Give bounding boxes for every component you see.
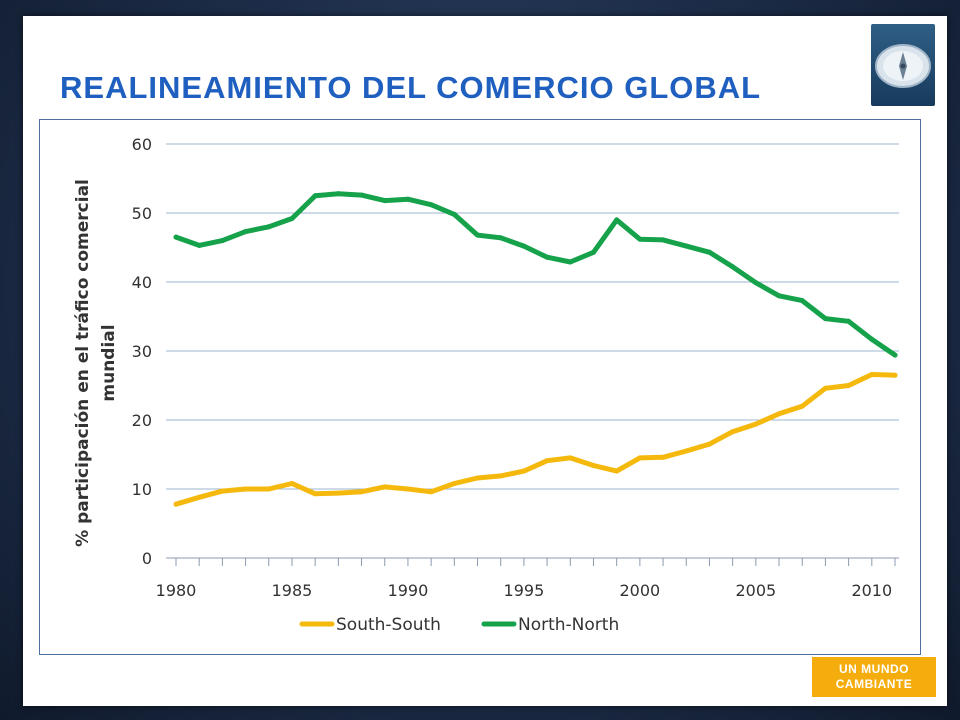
y-axis-title-line-1: % participación en el tráfico comercial bbox=[73, 179, 93, 547]
data-point-south-south-2001 bbox=[660, 454, 666, 460]
data-point-south-south-1980 bbox=[173, 501, 179, 507]
data-point-north-north-2003 bbox=[707, 249, 712, 255]
slide-title: REALINEAMIENTO DEL COMERCIO GLOBAL bbox=[60, 70, 762, 105]
data-point-north-north-2002 bbox=[683, 243, 689, 249]
data-point-north-north-1982 bbox=[219, 238, 225, 244]
data-point-south-south-2010 bbox=[869, 372, 875, 377]
data-point-south-south-1981 bbox=[196, 494, 202, 500]
data-point-south-south-2003 bbox=[707, 441, 712, 447]
compass-logo bbox=[871, 24, 935, 106]
data-point-north-north-2011 bbox=[892, 352, 898, 358]
y-tick-label-30: 30 bbox=[132, 342, 152, 361]
data-point-north-north-1981 bbox=[196, 242, 202, 248]
data-point-south-south-1992 bbox=[451, 481, 457, 486]
data-point-north-north-2008 bbox=[822, 316, 828, 322]
gridlines bbox=[166, 143, 899, 559]
data-point-north-north-1995 bbox=[521, 243, 527, 249]
data-point-north-north-2004 bbox=[730, 264, 736, 270]
data-point-south-south-2000 bbox=[637, 455, 643, 461]
data-point-south-south-1999 bbox=[614, 468, 620, 474]
y-tick-label-0: 0 bbox=[142, 549, 152, 568]
data-point-north-north-1987 bbox=[335, 191, 341, 197]
series-line-south-south bbox=[173, 372, 898, 507]
compass-icon bbox=[875, 44, 931, 88]
data-point-north-north-1988 bbox=[359, 192, 364, 198]
y-axis-title-group: % participación en el tráfico comercial m… bbox=[73, 179, 119, 547]
data-point-north-north-2009 bbox=[846, 318, 852, 324]
data-point-north-north-2000 bbox=[637, 236, 643, 242]
data-point-south-south-1985 bbox=[289, 481, 295, 486]
data-point-south-south-1990 bbox=[405, 486, 411, 492]
data-point-south-south-1984 bbox=[266, 486, 272, 492]
data-point-north-north-2007 bbox=[799, 298, 805, 304]
line-chart: 0 10 20 30 40 50 60 1980 1985 1990 1995 2000 2005 201… bbox=[73, 135, 899, 635]
data-point-north-north-1999 bbox=[614, 217, 620, 223]
data-point-north-north-1991 bbox=[428, 202, 434, 208]
x-tick-label-1980: 1980 bbox=[156, 581, 197, 600]
data-point-south-south-1988 bbox=[359, 489, 364, 495]
badge-line-2: CAMBIANTE bbox=[835, 677, 913, 691]
data-point-south-south-1989 bbox=[382, 484, 388, 490]
x-tick-label-1995: 1995 bbox=[504, 581, 545, 600]
data-point-south-south-1987 bbox=[335, 490, 341, 496]
data-point-north-north-1984 bbox=[266, 224, 272, 230]
axes: 0 10 20 30 40 50 60 1980 1985 1990 1995 2000 2005 201… bbox=[132, 135, 896, 600]
y-axis-title-line-2: mundial bbox=[99, 324, 119, 401]
slide: REALINEAMIENTO DEL COMERCIO GLOBAL 0 10 20… bbox=[23, 16, 947, 706]
data-point-south-south-1996 bbox=[544, 458, 550, 464]
un-mundo-cambiante-badge: UN MUNDO CAMBIANTE bbox=[812, 657, 936, 697]
data-point-north-north-2001 bbox=[660, 237, 666, 243]
data-point-south-south-2011 bbox=[892, 372, 898, 378]
x-tick-label-2005: 2005 bbox=[735, 581, 776, 600]
data-point-north-north-1994 bbox=[498, 235, 504, 241]
y-tick-label-40: 40 bbox=[132, 273, 152, 292]
data-point-south-south-1982 bbox=[219, 488, 225, 494]
data-point-north-north-2006 bbox=[776, 293, 782, 299]
data-point-south-south-1997 bbox=[567, 455, 573, 461]
data-point-north-north-2010 bbox=[869, 336, 875, 342]
data-point-north-north-1985 bbox=[289, 216, 295, 221]
data-point-north-north-1983 bbox=[243, 229, 249, 235]
data-point-north-north-1998 bbox=[591, 249, 596, 255]
data-point-south-south-1991 bbox=[428, 489, 434, 495]
data-point-north-north-1997 bbox=[567, 259, 573, 265]
data-point-south-south-2008 bbox=[822, 385, 828, 391]
legend: South-South North-North bbox=[299, 615, 619, 635]
data-point-south-south-2009 bbox=[846, 383, 852, 388]
data-point-south-south-2002 bbox=[683, 448, 689, 454]
data-point-north-north-1986 bbox=[312, 193, 318, 199]
data-point-south-south-1995 bbox=[521, 468, 527, 474]
data-point-north-north-1992 bbox=[451, 211, 457, 217]
data-point-south-south-1983 bbox=[243, 486, 249, 492]
x-tick-label-1990: 1990 bbox=[388, 581, 429, 600]
x-tick-label-2010: 2010 bbox=[851, 581, 892, 600]
y-tick-label-10: 10 bbox=[132, 480, 152, 499]
x-tick-label-2000: 2000 bbox=[620, 581, 661, 600]
data-point-north-north-1996 bbox=[544, 254, 550, 260]
data-point-north-north-1980 bbox=[173, 234, 179, 240]
data-point-south-south-1986 bbox=[312, 491, 318, 497]
badge-line-1: UN MUNDO bbox=[839, 662, 909, 676]
legend-label-north-north: North-North bbox=[518, 615, 619, 635]
x-tick-label-1985: 1985 bbox=[272, 581, 313, 600]
legend-label-south-south: South-South bbox=[336, 615, 441, 635]
data-point-north-north-1993 bbox=[475, 232, 480, 238]
y-tick-label-60: 60 bbox=[132, 135, 152, 154]
data-point-south-south-2005 bbox=[753, 421, 759, 427]
series-lines bbox=[173, 191, 898, 507]
data-point-south-south-2004 bbox=[730, 429, 736, 435]
data-point-north-north-1990 bbox=[405, 196, 411, 202]
data-point-north-north-1989 bbox=[382, 198, 388, 204]
data-point-south-south-2007 bbox=[799, 403, 805, 409]
chart-area: 0 10 20 30 40 50 60 1980 1985 1990 1995 2000 2005 201… bbox=[39, 119, 921, 655]
data-point-south-south-2006 bbox=[776, 411, 782, 417]
data-point-south-south-1994 bbox=[498, 473, 504, 479]
data-point-south-south-1993 bbox=[475, 475, 480, 481]
y-tick-label-50: 50 bbox=[132, 204, 152, 223]
data-point-north-north-2005 bbox=[753, 280, 759, 286]
series-line-north-north bbox=[173, 191, 898, 358]
data-point-south-south-1998 bbox=[591, 463, 596, 468]
y-tick-label-20: 20 bbox=[132, 411, 152, 430]
y-axis-title: % participación en el tráfico comercial m… bbox=[73, 179, 119, 547]
